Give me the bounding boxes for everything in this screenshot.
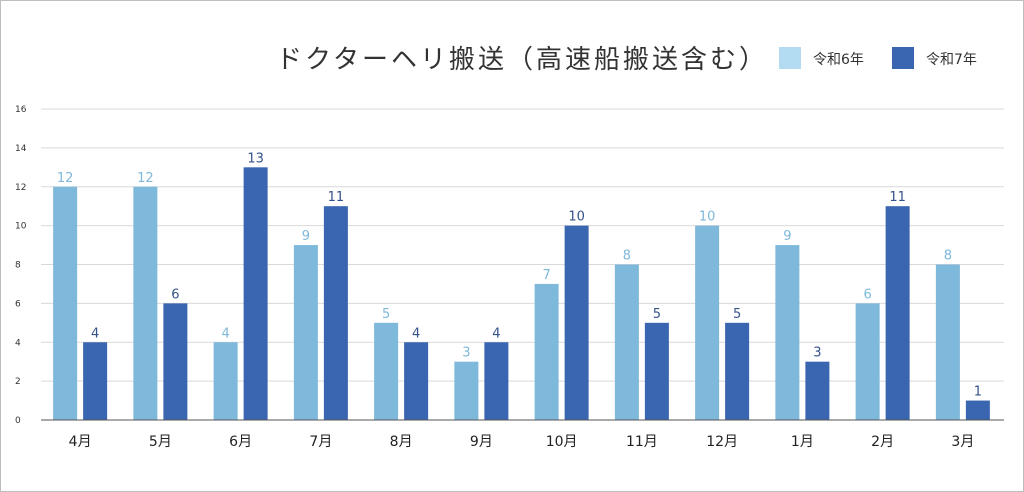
data-label-reiwa7: 3 <box>813 346 821 361</box>
data-label-reiwa6: 7 <box>542 268 550 283</box>
bar-reiwa6 <box>935 264 960 420</box>
legend-label-reiwa7: 令和7年 <box>926 52 977 68</box>
x-tick-label: 8月 <box>390 434 413 450</box>
bar-reiwa6 <box>454 361 479 420</box>
data-label-reiwa6: 8 <box>623 249 631 264</box>
data-label-reiwa6: 3 <box>462 346 470 361</box>
data-label-reiwa6: 10 <box>699 210 716 225</box>
y-tick-label: 16 <box>15 105 27 115</box>
x-tick-label: 1月 <box>791 434 814 450</box>
bar-reiwa7 <box>644 322 669 420</box>
bar-reiwa7 <box>965 400 990 420</box>
data-label-reiwa7: 6 <box>171 287 179 302</box>
data-label-reiwa7: 1 <box>974 385 982 400</box>
bar-reiwa6 <box>213 342 238 420</box>
x-tick-label: 2月 <box>871 434 894 450</box>
data-label-reiwa6: 9 <box>302 229 310 244</box>
bar-reiwa7 <box>404 342 429 420</box>
bar-reiwa6 <box>614 264 639 420</box>
gridlines <box>41 108 1004 382</box>
x-tick-label: 10月 <box>546 434 578 450</box>
data-label-reiwa7: 10 <box>568 210 585 225</box>
x-tick-label: 5月 <box>149 434 172 450</box>
legend-swatch-reiwa7 <box>892 47 914 69</box>
x-tick-label: 4月 <box>69 434 92 450</box>
bar-reiwa7 <box>484 342 509 420</box>
x-tick-label: 9月 <box>470 434 493 450</box>
y-axis-ticks: 0 2 4 6 8 10 12 14 16 <box>15 105 27 426</box>
bar-reiwa7 <box>323 206 348 420</box>
y-tick-label: 14 <box>15 144 27 154</box>
bar-reiwa6 <box>855 303 880 420</box>
bar-reiwa7 <box>805 361 830 420</box>
data-label-reiwa7: 5 <box>733 307 741 322</box>
data-label-reiwa6: 6 <box>863 287 871 302</box>
bar-reiwa6 <box>534 283 559 420</box>
bar-reiwa6 <box>53 186 78 420</box>
y-tick-label: 2 <box>15 377 21 387</box>
legend-label-reiwa6: 令和6年 <box>813 52 864 68</box>
chart-title: ドクターヘリ搬送（高速船搬送含む） <box>276 45 768 75</box>
bar-reiwa6 <box>374 322 399 420</box>
y-tick-label: 6 <box>15 299 21 309</box>
legend-swatch-reiwa6 <box>779 47 801 69</box>
y-tick-label: 8 <box>15 261 21 271</box>
bar-reiwa7 <box>163 303 188 420</box>
data-label-reiwa7: 13 <box>247 151 264 166</box>
x-tick-label: 11月 <box>626 434 658 450</box>
x-tick-label: 3月 <box>951 434 974 450</box>
legend: 令和6年 令和7年 <box>779 47 977 69</box>
x-tick-label: 6月 <box>229 434 252 450</box>
y-tick-label: 0 <box>15 416 21 426</box>
bar-reiwa7 <box>725 322 750 420</box>
data-label-reiwa6: 12 <box>57 171 74 186</box>
y-tick-label: 4 <box>15 338 21 348</box>
data-label-reiwa6: 9 <box>783 229 791 244</box>
x-axis-ticks: 4月 5月 6月 7月 8月 9月 10月 11月 12月 1月 2月 3月 <box>69 434 975 450</box>
bar-reiwa7 <box>885 206 910 420</box>
bar-reiwa6 <box>695 225 720 420</box>
data-label-reiwa7: 11 <box>328 190 345 205</box>
data-label-reiwa6: 4 <box>221 326 229 341</box>
data-labels: 12 4 12 6 4 13 9 11 5 4 3 4 7 10 8 5 10 5 9 3 6 11 8 1 <box>57 151 982 399</box>
data-label-reiwa7: 4 <box>492 326 500 341</box>
data-label-reiwa7: 4 <box>412 326 420 341</box>
bar-reiwa6 <box>775 245 800 420</box>
bar-reiwa6 <box>293 245 318 420</box>
bar-reiwa6 <box>133 186 158 420</box>
data-label-reiwa7: 5 <box>653 307 661 322</box>
bars <box>53 167 990 420</box>
data-label-reiwa7: 4 <box>91 326 99 341</box>
x-tick-label: 12月 <box>706 434 738 450</box>
bar-reiwa7 <box>83 342 108 420</box>
y-tick-label: 10 <box>15 222 27 232</box>
data-label-reiwa6: 5 <box>382 307 390 322</box>
data-label-reiwa6: 12 <box>137 171 154 186</box>
bar-reiwa7 <box>564 225 589 420</box>
bar-reiwa7 <box>243 167 268 420</box>
data-label-reiwa7: 11 <box>889 190 906 205</box>
data-label-reiwa6: 8 <box>944 249 952 264</box>
y-tick-label: 12 <box>15 183 26 193</box>
x-tick-label: 7月 <box>309 434 332 450</box>
